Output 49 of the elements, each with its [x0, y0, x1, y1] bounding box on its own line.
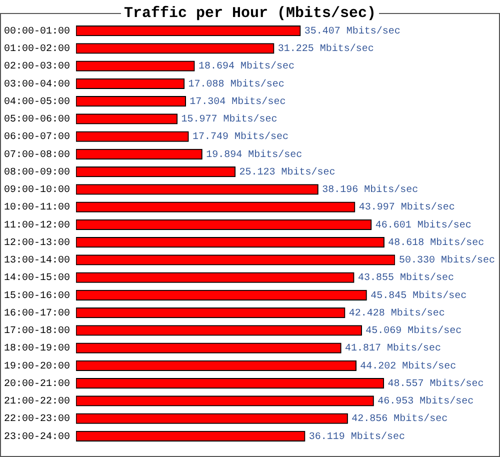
- data-label: 42.428 Mbits/sec: [348, 307, 445, 320]
- y-tick-label: 15:00-16:00: [4, 290, 70, 302]
- chart-title: Traffic per Hour (Mbits/sec): [120, 5, 380, 22]
- data-label: 46.953 Mbits/sec: [378, 396, 474, 408]
- data-label: 41.817 Mbits/sec: [345, 342, 442, 355]
- data-label: 31.225 Mbits/sec: [278, 43, 374, 56]
- y-tick-label: 13:00-14:00: [4, 256, 70, 267]
- data-label: 18.694 Mbits/sec: [198, 60, 294, 73]
- y-tick-label: 11:00-12:00: [4, 220, 70, 232]
- data-label: 48.557 Mbits/sec: [388, 378, 484, 390]
- data-label: 25.123 Mbits/sec: [239, 166, 336, 178]
- y-tick-label: 10:00-11:00: [4, 202, 70, 214]
- y-tick-label: 17:00-18:00: [4, 326, 70, 338]
- data-label: 17.304 Mbits/sec: [190, 96, 286, 108]
- data-label: 17.088 Mbits/sec: [188, 78, 284, 90]
- y-tick-label: 22:00-23:00: [4, 414, 70, 426]
- data-label: 19.894 Mbits/sec: [206, 148, 302, 161]
- y-tick-label: 18:00-19:00: [4, 344, 70, 355]
- y-tick-label: 01:00-02:00: [4, 44, 70, 56]
- y-tick-label: 07:00-08:00: [4, 150, 70, 161]
- y-tick-label: 21:00-22:00: [4, 396, 70, 408]
- data-label: 38.196 Mbits/sec: [322, 184, 418, 196]
- data-label: 43.855 Mbits/sec: [358, 272, 454, 284]
- data-label: 36.119 Mbits/sec: [308, 430, 405, 443]
- y-tick-label: 09:00-10:00: [4, 185, 70, 196]
- y-tick-label: 04:00-05:00: [4, 96, 70, 108]
- data-label: 48.618 Mbits/sec: [388, 236, 484, 249]
- data-label: 46.601 Mbits/sec: [375, 219, 472, 232]
- data-label: 35.407 Mbits/sec: [304, 25, 400, 38]
- data-label: 43.997 Mbits/sec: [358, 202, 455, 214]
- data-label: 15.977 Mbits/sec: [181, 114, 278, 126]
- y-tick-label: 05:00-06:00: [4, 114, 70, 126]
- data-label: 45.069 Mbits/sec: [366, 325, 462, 338]
- y-tick-label: 16:00-17:00: [4, 308, 70, 320]
- data-label: 42.856 Mbits/sec: [352, 413, 448, 426]
- y-tick-label: 14:00-15:00: [4, 273, 70, 284]
- data-label: 50.330 Mbits/sec: [399, 254, 496, 267]
- data-label: 17.749 Mbits/sec: [192, 131, 289, 144]
- y-tick-label: 08:00-09:00: [4, 167, 70, 178]
- y-tick-label: 03:00-04:00: [4, 79, 70, 90]
- data-label: 45.845 Mbits/sec: [370, 290, 467, 302]
- y-tick-label: 00:00-01:00: [4, 26, 70, 38]
- y-tick-label: 12:00-13:00: [4, 238, 70, 249]
- y-tick-label: 06:00-07:00: [4, 132, 70, 144]
- y-tick-label: 23:00-24:00: [4, 432, 70, 443]
- data-label: 44.202 Mbits/sec: [360, 360, 456, 372]
- y-tick-label: 02:00-03:00: [4, 62, 70, 73]
- y-tick-label: 20:00-21:00: [4, 378, 70, 390]
- y-tick-label: 19:00-20:00: [4, 361, 70, 372]
